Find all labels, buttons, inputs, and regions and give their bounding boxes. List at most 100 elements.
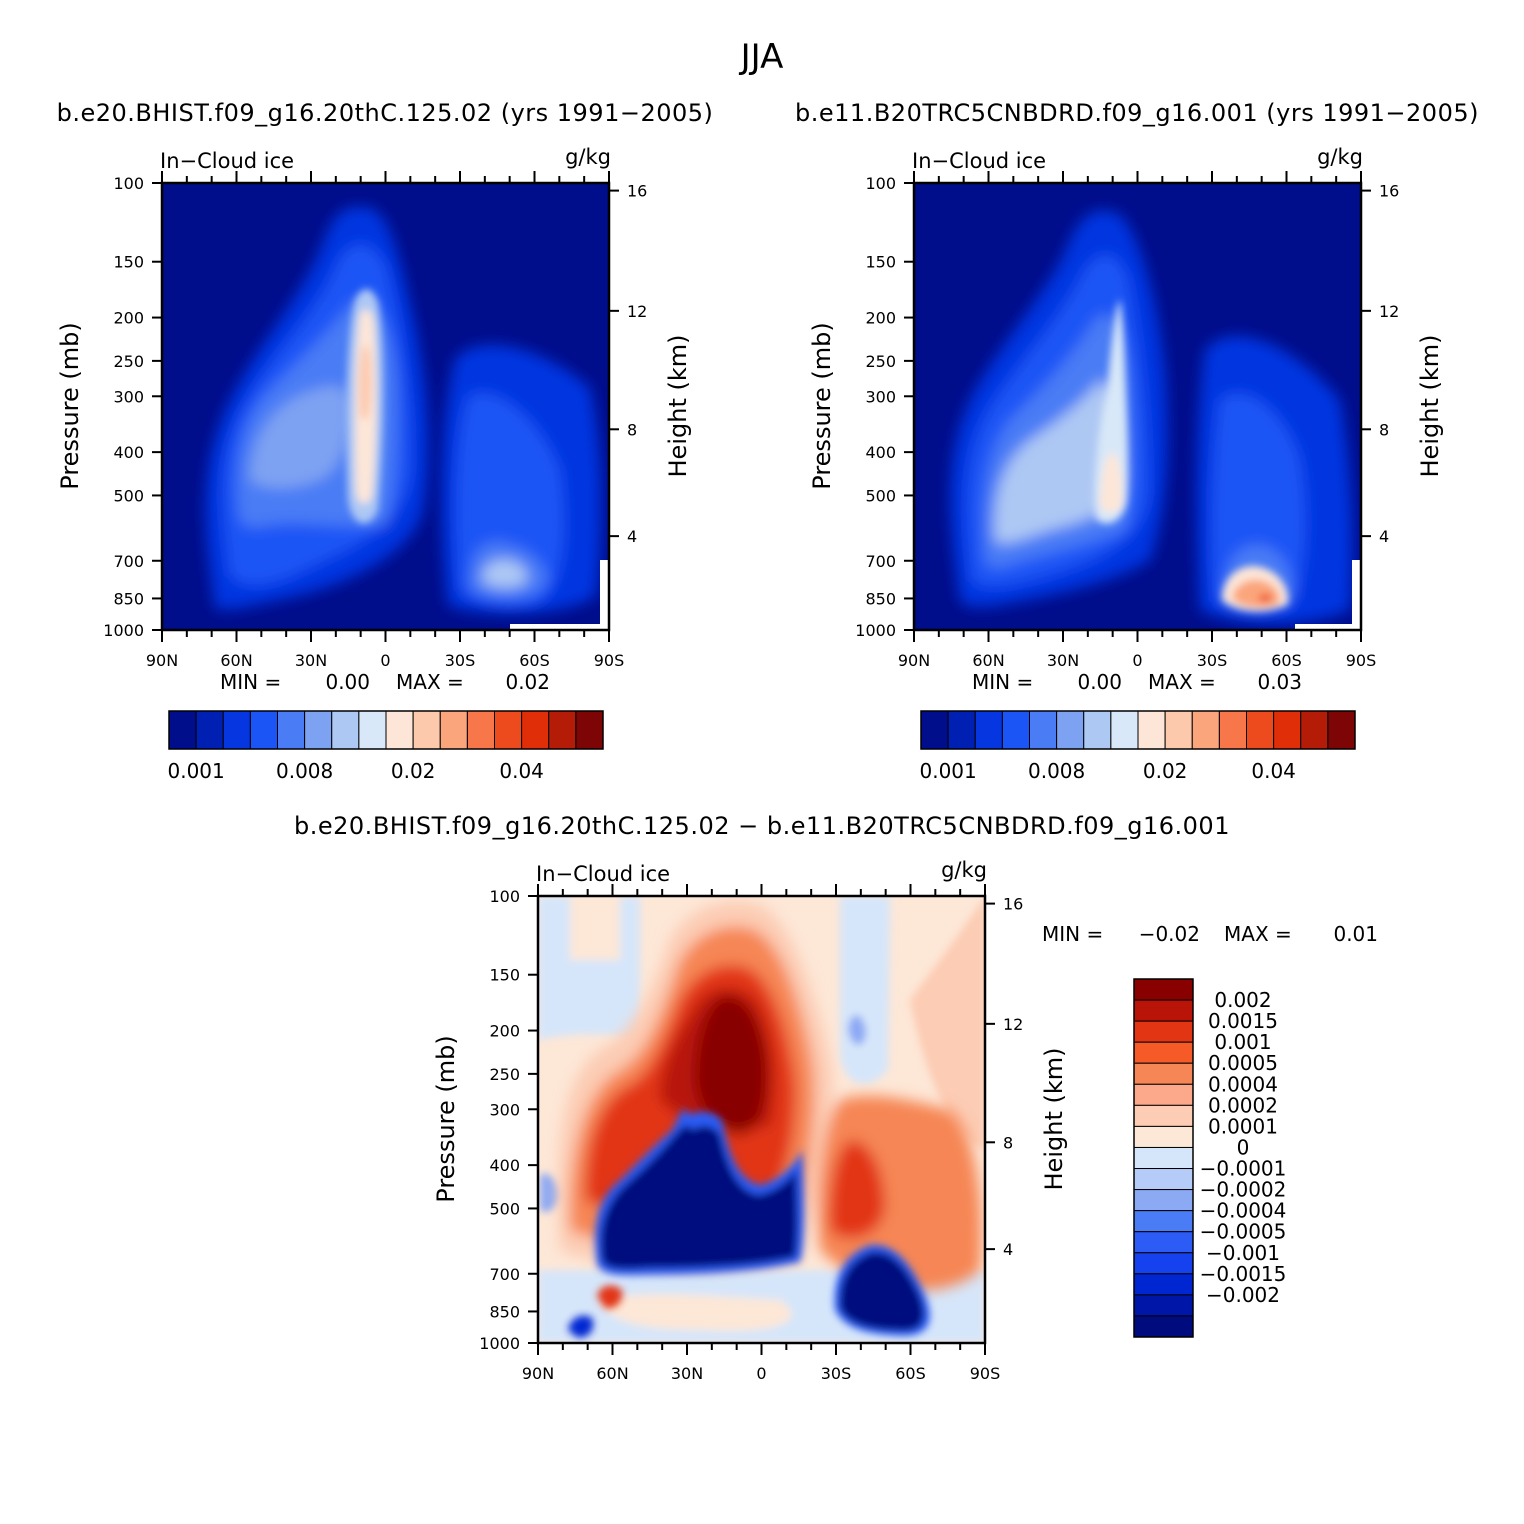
panel-diff-colorbar-box (1133, 1315, 1194, 1338)
panel-2-pressure-tick-label: 400 (865, 443, 896, 462)
panel-1-colorbar-box (385, 710, 414, 750)
panel-1-colorbar: 0.001 0.008 0.02 0.04 (167, 710, 604, 783)
panel-diff-blue-spot-sh (848, 1015, 866, 1045)
panel-2-lat-tick-label: 90N (898, 651, 930, 670)
panel-1-contour-field (162, 183, 609, 630)
panel-diff-lat-tick-label: 90S (970, 1364, 1001, 1383)
panel-diff-light-blue-sh (840, 896, 890, 1084)
panel-1-height-tick-label: 4 (627, 527, 637, 546)
panel-1-lat-tick-label: 60N (220, 651, 252, 670)
panel-2-colorbar-label: 0.02 (1143, 759, 1188, 783)
panel-2-colorbar-box (1110, 710, 1139, 750)
panel-1: b.e20.BHIST.f09_g16.20thC.125.02 (yrs 19… (56, 99, 713, 783)
panel-1-colorbar-box (548, 710, 577, 750)
panel-diff-colorbar-box (1133, 978, 1194, 1001)
panel-diff-colorbar-box (1133, 1273, 1194, 1296)
panel-diff-min-value: −0.02 (1139, 922, 1200, 946)
panel-diff-strip-1 (570, 896, 620, 960)
panel-2-lat-tick-label: 30N (1047, 651, 1079, 670)
panel-2-lat-tick-label: 0 (1132, 651, 1142, 670)
panel-1-lat-tick-label: 90N (146, 651, 178, 670)
panel-1-height-axis: 16 12 8 4 (609, 182, 647, 546)
panel-diff-pressure-tick-label: 700 (489, 1265, 520, 1284)
panel-1-lat-tick-label: 60S (519, 651, 550, 670)
panel-2-pressure-axis: 100 150 200 250 300 400 500 700 850 1000 (855, 174, 914, 640)
panel-2-pressure-tick-label: 100 (865, 174, 896, 193)
panel-1-lat-tick-label: 0 (380, 651, 390, 670)
panel-diff-colorbar-box (1133, 1168, 1194, 1191)
panel-diff-sh-pos-core (829, 1140, 885, 1239)
panel-2-height-tick-label: 4 (1379, 527, 1389, 546)
panel-diff-pressure-tick-label: 500 (489, 1199, 520, 1218)
panel-diff-pressure-tick-label: 150 (489, 966, 520, 985)
panel-diff-colorbar-box (1133, 1062, 1194, 1085)
panel-1-colorbar-label: 0.02 (391, 759, 436, 783)
panel-diff-colorbar-box (1133, 1104, 1194, 1127)
panel-diff-west-blue (540, 1173, 560, 1212)
panel-2-pressure-tick-label: 1000 (855, 621, 896, 640)
panel-2-case-title: b.e11.B20TRC5CNBDRD.f09_g16.001 (yrs 199… (795, 99, 1479, 127)
panel-diff-colorbar-box (1133, 1125, 1194, 1148)
panel-1-pressure-tick-label: 400 (113, 443, 144, 462)
panel-diff-height-tick-label: 4 (1003, 1240, 1013, 1259)
panel-diff-colorbar-box (1133, 1231, 1194, 1254)
panel-diff-colorbar-box (1133, 999, 1194, 1022)
panel-2-height-tick-label: 8 (1379, 420, 1389, 439)
panel-1-colorbar-box (277, 710, 306, 750)
panel-diff-lat-tick-label: 30N (671, 1364, 703, 1383)
panel-2-pressure-tick-label: 500 (865, 486, 896, 505)
panel-2-colorbar-box (1273, 710, 1302, 750)
panel-diff-colorbar-label: 0.0001 (1208, 1114, 1278, 1138)
panel-diff-height-tick-label: 16 (1003, 895, 1023, 914)
panel-2-min-value: 0.00 (1077, 670, 1122, 694)
panel-2-lat-tick-label: 30S (1197, 651, 1228, 670)
panel-1-pressure-tick-label: 700 (113, 552, 144, 571)
panel-diff-pos-max (695, 995, 769, 1135)
panel-1-pressure-tick-label: 500 (113, 486, 144, 505)
panel-1-latitude-axis: 90N 60N 30N 0 30S 60S 90S (146, 171, 624, 670)
panel-2-lat-tick-label: 60S (1271, 651, 1302, 670)
panel-2-colorbar-box (947, 710, 976, 750)
panel-2-pressure-tick-label: 850 (865, 589, 896, 608)
panel-diff-height-tick-label: 12 (1003, 1015, 1023, 1034)
panel-diff-neg-surface-spot (568, 1315, 594, 1338)
panel-2-max-value: 0.03 (1257, 670, 1302, 694)
panel-diff-pressure-tick-label: 400 (489, 1156, 520, 1175)
panel-2-sh-max-core (1258, 594, 1272, 602)
panel-2-pressure-tick-label: 200 (865, 309, 896, 328)
panel-1-y2label: Height (km) (664, 335, 692, 478)
panel-diff-lat-tick-label: 60S (895, 1364, 926, 1383)
panel-diff-colorbar-frame (1133, 978, 1194, 1338)
panel-2-y2label: Height (km) (1416, 335, 1444, 478)
panel-diff-colorbar-box (1133, 1041, 1194, 1064)
panel-2-colorbar: 0.001 0.008 0.02 0.04 (919, 710, 1356, 783)
panel-diff-colorbar-box (1133, 1210, 1194, 1233)
panel-1-colorbar-box (195, 710, 224, 750)
panel-diff-lat-tick-label: 90N (522, 1364, 554, 1383)
panel-diff-pressure-tick-label: 200 (489, 1022, 520, 1041)
panel-1-colorbar-box (494, 710, 523, 750)
panel-2-colorbar-box (1083, 710, 1112, 750)
panel-diff-colorbar-label: −0.001 (1206, 1241, 1280, 1265)
panel-1-colorbar-label: 0.04 (499, 759, 544, 783)
panel-diff-pressure-tick-label: 850 (489, 1302, 520, 1321)
panel-2-colorbar-box (1191, 710, 1220, 750)
panel-diff-case-title: b.e20.BHIST.f09_g16.20thC.125.02 − b.e11… (294, 812, 1230, 840)
panel-2-colorbar-label: 0.001 (919, 759, 976, 783)
panel-2-colorbar-box (1164, 710, 1193, 750)
panel-2-height-axis: 16 12 8 4 (1361, 182, 1399, 546)
panel-diff-colorbar-label: −0.0005 (1200, 1220, 1287, 1244)
panel-1-pressure-tick-label: 1000 (103, 621, 144, 640)
panel-2-colorbar-box (1029, 710, 1058, 750)
panel-1-colorbar-label: 0.001 (167, 759, 224, 783)
panel-diff-colorbar-label: 0.002 (1214, 988, 1271, 1012)
panel-diff-colorbar-box (1133, 1252, 1194, 1275)
panel-1-colorbar-box (412, 710, 441, 750)
panel-1-pressure-tick-label: 150 (113, 253, 144, 272)
panel-2-colorbar-box (1327, 710, 1356, 750)
panel-1-colorbar-box (466, 710, 495, 750)
panel-1-variable-label: In−Cloud ice (160, 149, 294, 173)
panel-2-lat-tick-label: 60N (972, 651, 1004, 670)
panel-1-ylabel: Pressure (mb) (56, 322, 84, 489)
